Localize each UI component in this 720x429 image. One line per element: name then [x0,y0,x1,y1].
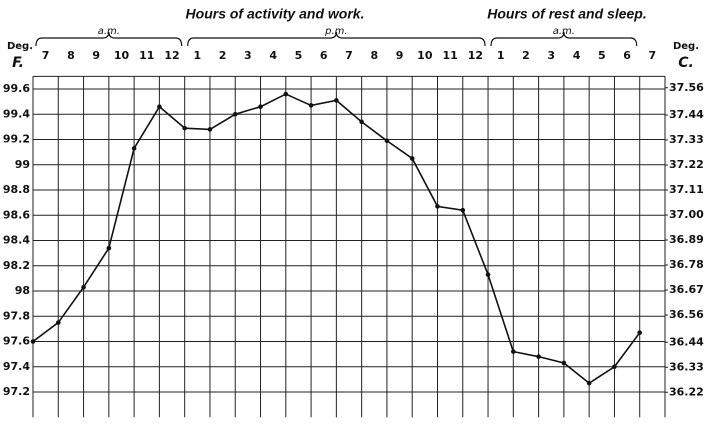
brace [490,31,638,47]
y2-tick-label: 37.11 [669,183,704,196]
data-point [435,204,440,209]
data-point [409,156,415,161]
x-tick-label: 12 [164,49,179,62]
x-tick-label: 3 [547,49,555,62]
x-tick-label: 10 [417,49,433,62]
y2-tick-label: 36.22 [669,385,704,398]
y-tick-label: 97.6 [3,335,30,348]
brace [187,31,486,47]
data-point [81,284,86,290]
data-point [106,245,112,251]
x-tick-label: 7 [345,49,353,62]
x-tick-label: 2 [219,49,227,62]
y2-unit: C. [678,55,694,71]
data-point [232,111,238,117]
y-tick-label: 99 [15,158,30,171]
x-tick-label: 7 [42,49,50,62]
x-tick-label: 1 [193,49,201,62]
period-label: a.m. [98,26,120,37]
data-point [334,98,339,103]
x-tick-label: 7 [649,49,657,62]
data-point [30,339,36,344]
data-point [485,272,491,277]
data-point [283,91,289,97]
data-point [561,360,567,366]
data-point [258,104,263,109]
header: Hours of rest and sleep. [487,6,646,22]
data-point [511,349,516,354]
x-tick-label: 12 [468,49,483,62]
x-tick-label: 4 [573,49,581,62]
y2-tick-label: 36.78 [669,258,704,271]
x-tick-label: 2 [522,49,530,62]
x-tick-label: 9 [92,49,100,62]
data-point [586,380,592,386]
y2-tick-label: 36.33 [669,360,704,373]
data-point [308,103,314,108]
y-tick-label: 98.4 [3,234,30,247]
data-point [207,127,213,132]
x-tick-label: 1 [497,49,505,62]
y2-tick-label: 37.22 [669,158,704,171]
x-tick-label: 6 [320,49,328,62]
y2-tick-label: 36.89 [669,233,704,246]
x-tick-label: 4 [269,49,277,62]
header: Hours of activity and work. [186,6,365,22]
data-point [612,364,617,370]
y-tick-label: 98.8 [3,183,30,196]
data-point [384,138,390,144]
y2-tick-label: 36.56 [669,308,704,321]
x-tick-label: 5 [295,49,303,62]
y-tick-label: 97.2 [3,385,30,398]
y-tick-label: 99.6 [3,82,30,95]
y-tick-label: 98.6 [3,208,30,221]
y-tick-label: 99.2 [3,133,30,146]
data-point [359,119,364,125]
data-point [460,207,466,213]
y-tick-label: 97.8 [3,309,30,322]
y2-tick-label: 37.33 [669,133,704,146]
y2-tick-label: 37.56 [669,81,704,94]
x-tick-label: 8 [67,49,75,62]
period-label: p.m. [324,26,347,37]
y-unit: F. [12,55,24,71]
y-tick-label: 99.4 [3,107,30,120]
data-point [157,104,162,109]
x-tick-label: 3 [244,49,252,62]
y-tick-label: 98.2 [3,259,30,272]
brace [35,31,183,47]
data-point [637,330,643,335]
x-tick-label: 6 [623,49,631,62]
y2-tick-label: 37.00 [669,208,704,221]
x-tick-label: 8 [370,49,378,62]
x-tick-label: 5 [598,49,606,62]
x-tick-label: 9 [396,49,404,62]
x-tick-label: 11 [442,49,457,62]
y2-tick-label: 37.44 [669,108,704,121]
x-tick-label: 11 [139,49,154,62]
y-tick-label: 97.4 [3,360,30,373]
y2-tick-label: 36.44 [669,335,704,348]
data-point [182,125,187,131]
y-tick-label: 98 [15,284,30,297]
period-label: a.m. [553,26,575,37]
y-unit: Deg. [7,41,33,52]
y2-tick-label: 36.67 [669,283,704,296]
y2-unit: Deg. [673,41,699,52]
data-point [55,320,61,325]
x-tick-label: 10 [114,49,130,62]
data-point [536,354,541,359]
data-point [131,146,137,151]
